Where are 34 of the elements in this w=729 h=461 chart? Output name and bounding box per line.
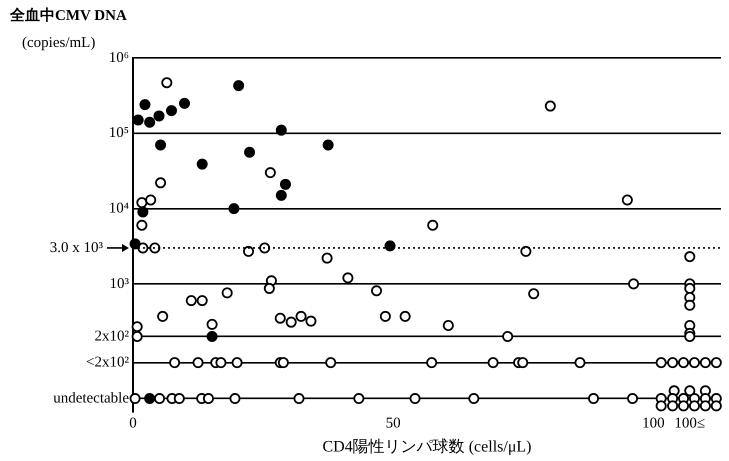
point <box>244 146 256 158</box>
point <box>196 158 208 170</box>
point <box>206 331 218 342</box>
x-axis-title: CD4陽性リンパ球数 (cells/μL) <box>322 438 532 456</box>
point <box>276 190 287 201</box>
y-tick-label: 2x10² <box>94 328 130 344</box>
point <box>132 114 144 126</box>
point <box>166 105 178 116</box>
point <box>144 393 156 404</box>
point <box>384 240 396 252</box>
y-tick-label: undetectable <box>53 390 130 406</box>
ref-line-label: 3.0 x 10³ <box>50 240 104 256</box>
point <box>130 238 141 250</box>
point <box>228 203 240 214</box>
y-tick-label: 10⁴ <box>108 200 129 217</box>
y-tick-label: 10⁵ <box>108 125 129 142</box>
point <box>154 110 165 122</box>
point <box>155 139 166 150</box>
y-tick-label: 10³ <box>110 276 130 292</box>
y-tick-label: 10⁶ <box>108 50 129 66</box>
y-tick-label: <2x10² <box>86 354 130 371</box>
point <box>137 206 148 218</box>
point <box>276 124 287 136</box>
x-tick-label: 50 <box>386 416 401 432</box>
y-axis-title: 全血中CMV DNA (copies/mL) <box>9 7 127 51</box>
point <box>179 98 190 109</box>
x-tick-label: 100 <box>642 416 665 432</box>
point <box>280 178 291 190</box>
x-tick-label: 0 <box>129 416 137 432</box>
point <box>139 99 150 110</box>
point <box>144 116 156 128</box>
point <box>233 80 244 92</box>
x-tick-label: 100≤ <box>674 416 706 432</box>
point <box>322 139 334 150</box>
